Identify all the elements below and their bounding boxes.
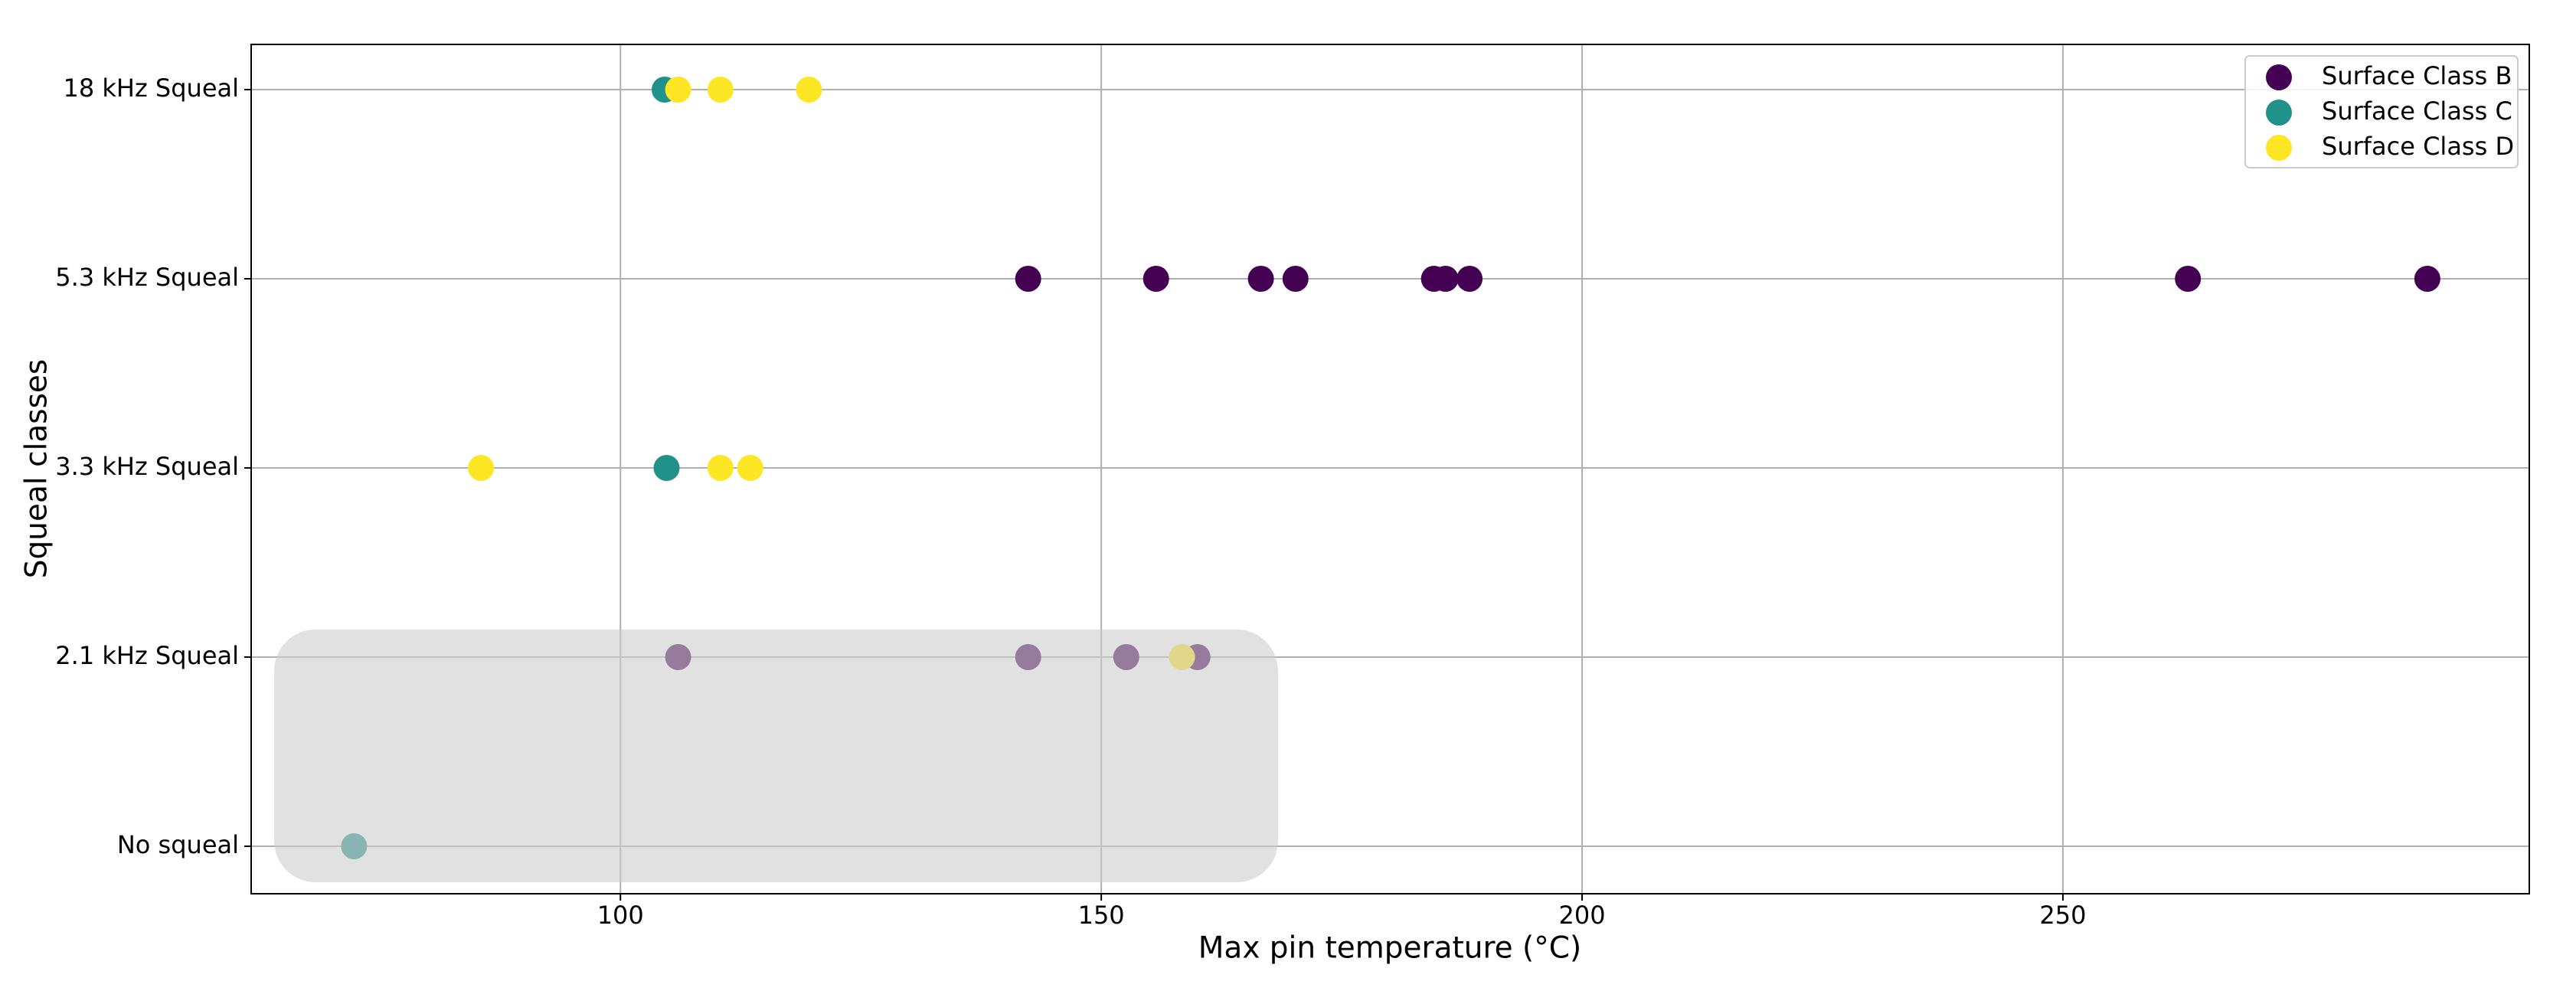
y-tick-label: 2.1 kHz Squeal (55, 641, 239, 670)
scatter-point (653, 455, 680, 481)
scatter-point (1282, 266, 1309, 292)
legend-marker (2266, 135, 2292, 161)
legend-box (2244, 55, 2519, 168)
scatter-point (1456, 266, 1483, 292)
legend-label: Surface Class D (2322, 132, 2514, 161)
legend-marker (2266, 100, 2292, 126)
y-tick-label: No squeal (117, 830, 239, 859)
scatter-point (707, 77, 734, 103)
legend-label: Surface Class C (2322, 96, 2512, 126)
scatter-point (2175, 266, 2202, 292)
x-tick-label: 150 (1078, 901, 1125, 930)
scatter-point (796, 77, 822, 103)
x-tick-label: 250 (2039, 901, 2086, 930)
scatter-point (737, 455, 763, 481)
y-axis-label: Squeal classes (20, 359, 54, 578)
highlight-overlay (274, 630, 1278, 882)
scatter-point (1015, 266, 1041, 292)
x-tick-label: 200 (1558, 901, 1605, 930)
scatter-point (2414, 266, 2440, 292)
scatter-point (468, 455, 495, 481)
scatter-point (665, 77, 691, 103)
y-tick-label: 18 kHz Squeal (63, 74, 239, 103)
legend-marker (2266, 64, 2292, 90)
y-tick-label: 5.3 kHz Squeal (55, 263, 239, 292)
scatter-point (707, 455, 734, 481)
x-axis-label: Max pin temperature (°C) (1198, 931, 1581, 966)
scatter-point (1247, 266, 1274, 292)
legend-label: Surface Class B (2322, 61, 2512, 90)
scatter-point (1143, 266, 1169, 292)
scatter-point (1432, 266, 1459, 292)
plot-frame (250, 44, 2530, 895)
x-tick-label: 100 (597, 901, 644, 930)
y-tick-label: 3.3 kHz Squeal (55, 452, 239, 481)
